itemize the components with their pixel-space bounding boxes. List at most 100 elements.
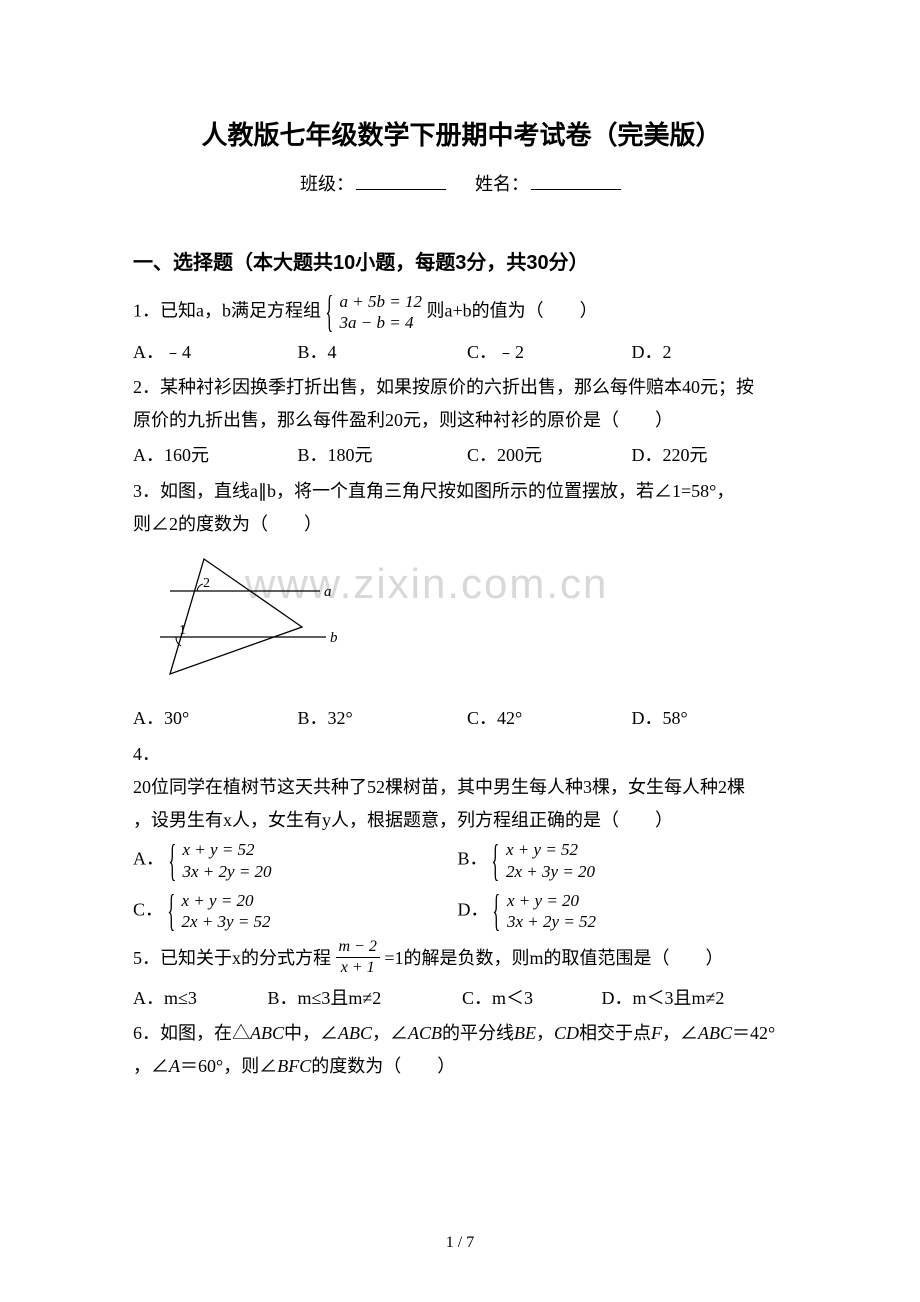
q6-t4: 的平分线 — [442, 1023, 514, 1043]
section-1-title: 一、选择题（本大题共10小题，每题3分，共30分） — [133, 246, 790, 275]
q5-opt-d: D．m＜3且m≠2 — [602, 982, 772, 1015]
question-6: 6．如图，在△ABC中，∠ABC，∠ACB的平分线BE，CD相交于点F，∠ABC… — [133, 1017, 790, 1084]
q4-options-row2: C． x + y = 20 2x + 3y = 52 D． x + y = 20… — [133, 890, 790, 933]
q2-opt-a: A．160元 — [133, 439, 293, 472]
q4-a-eq2: 3x + 2y = 20 — [183, 861, 272, 882]
q2-line1: 2．某种衬衫因换季打折出售，如果按原价的六折出售，那么每件赔本40元；按 — [133, 377, 754, 397]
page-footer: 1 / 7 — [0, 1234, 920, 1252]
q4-optD-label: D． — [458, 899, 489, 919]
question-2: 2．某种衬衫因换季打折出售，如果按原价的六折出售，那么每件赔本40元；按 原价的… — [133, 371, 790, 438]
q3-opt-d: D．58° — [632, 702, 772, 735]
q6-l2-1: ，∠ — [133, 1056, 169, 1076]
label-a: a — [324, 584, 332, 600]
q5-options: A．m≤3 B．m≤3且m≠2 C．m＜3 D．m＜3且m≠2 — [133, 982, 790, 1015]
q6-bfc: BFC — [277, 1056, 311, 1076]
q4-optD-sys: x + y = 20 3x + 2y = 52 — [493, 890, 596, 933]
q2-options: A．160元 B．180元 C．200元 D．220元 — [133, 439, 790, 472]
q4-optB-label: B． — [458, 849, 488, 869]
q4-optB-sys: x + y = 52 2x + 3y = 20 — [492, 839, 595, 882]
q1-options: A．﹣4 B．4 C．﹣2 D．2 — [133, 336, 790, 369]
q3-line2: 则∠2的度数为（ ） — [133, 514, 322, 534]
q3-options: A．30° B．32° C．42° D．58° — [133, 702, 790, 735]
name-label: 姓名： — [475, 174, 529, 194]
q4-optC-label: C． — [133, 899, 163, 919]
question-1: 1．已知a，b满足方程组 a + 5b = 12 3a − b = 4 则a+b… — [133, 291, 790, 334]
triangle-ruler — [170, 559, 302, 674]
q6-t5: ， — [536, 1023, 554, 1043]
q3-svg: a b 1 2 — [148, 549, 343, 694]
q1-eq2: 3a − b = 4 — [340, 312, 422, 333]
q6-f: F — [651, 1023, 662, 1043]
q1-system: a + 5b = 12 3a − b = 4 — [326, 291, 422, 334]
q6-t8: ＝42° — [732, 1023, 775, 1043]
q2-opt-d: D．220元 — [632, 439, 772, 472]
q4-opt-b: B． x + y = 52 2x + 3y = 20 — [458, 839, 778, 882]
q4-opt-d: D． x + y = 20 3x + 2y = 52 — [458, 890, 778, 933]
q6-t7: ，∠ — [662, 1023, 698, 1043]
q4-opt-a: A． x + y = 52 3x + 2y = 20 — [133, 839, 453, 882]
q4-optC-sys: x + y = 20 2x + 3y = 52 — [168, 890, 271, 933]
q2-opt-c: C．200元 — [467, 439, 627, 472]
q4-b-eq1: x + y = 52 — [506, 839, 595, 860]
q3-diagram: a b 1 2 — [148, 549, 343, 694]
q5-fraction: m − 2 x + 1 — [336, 937, 380, 976]
q3-opt-b: B．32° — [298, 702, 463, 735]
q6-abc3: ABC — [698, 1023, 732, 1043]
q4-c-eq1: x + y = 20 — [182, 890, 271, 911]
question-3: 3．如图，直线a∥b，将一个直角三角尺按如图所示的位置摆放，若∠1=58°， 则… — [133, 475, 790, 542]
student-info-row: 班级： 姓名： — [133, 170, 790, 196]
q3-line1: 3．如图，直线a∥b，将一个直角三角尺按如图所示的位置摆放，若∠1=58°， — [133, 481, 734, 501]
q4-line1: 20位同学在植树节这天共种了52棵树苗，其中男生每人种3棵，女生每人种2棵 — [133, 777, 745, 797]
angle-2: 2 — [203, 576, 210, 591]
q4-d-eq1: x + y = 20 — [507, 890, 596, 911]
q6-t1: 6．如图，在△ — [133, 1023, 250, 1043]
q4-b-eq2: 2x + 3y = 20 — [506, 861, 595, 882]
q6-a: A — [169, 1056, 180, 1076]
q6-t6: 相交于点 — [579, 1023, 651, 1043]
q1-eq1: a + 5b = 12 — [340, 291, 422, 312]
q6-cd: CD — [554, 1023, 579, 1043]
q6-l2-3: 的度数为（ ） — [311, 1056, 455, 1076]
q4-a-eq1: x + y = 52 — [183, 839, 272, 860]
q5-frac-num: m − 2 — [336, 937, 380, 957]
q3-opt-c: C．42° — [467, 702, 627, 735]
question-4: 4． 20位同学在植树节这天共种了52棵树苗，其中男生每人种3棵，女生每人种2棵… — [133, 738, 790, 838]
q5-suffix: =1的解是负数，则m的取值范围是（ ） — [384, 948, 723, 968]
q4-options-row1: A． x + y = 52 3x + 2y = 20 B． x + y = 52… — [133, 839, 790, 882]
q4-c-eq2: 2x + 3y = 52 — [182, 911, 271, 932]
q1-opt-d: D．2 — [632, 336, 772, 369]
q1-prefix: 1．已知a，b满足方程组 — [133, 300, 326, 320]
q6-abc1: ABC — [250, 1023, 284, 1043]
q1-opt-b: B．4 — [298, 336, 463, 369]
q6-abc2: ABC — [338, 1023, 372, 1043]
q5-opt-c: C．m＜3 — [462, 982, 597, 1015]
q1-opt-a: A．﹣4 — [133, 336, 293, 369]
q5-prefix: 5．已知关于x的分式方程 — [133, 948, 331, 968]
class-label: 班级： — [300, 174, 354, 194]
q4-optA-label: A． — [133, 849, 164, 869]
q6-be: BE — [514, 1023, 536, 1043]
q6-acb: ACB — [408, 1023, 442, 1043]
q2-line2: 原价的九折出售，那么每件盈利20元，则这种衬衫的原价是（ ） — [133, 410, 673, 430]
q4-d-eq2: 3x + 2y = 52 — [507, 911, 596, 932]
q4-opt-c: C． x + y = 20 2x + 3y = 52 — [133, 890, 453, 933]
q1-opt-c: C．﹣2 — [467, 336, 627, 369]
q5-opt-b: B．m≤3且m≠2 — [268, 982, 458, 1015]
label-b: b — [330, 630, 338, 646]
q2-opt-b: B．180元 — [298, 439, 463, 472]
page-title: 人教版七年级数学下册期中考试卷（完美版） — [133, 115, 790, 152]
q5-opt-a: A．m≤3 — [133, 982, 263, 1015]
q1-suffix: 则a+b的值为（ ） — [426, 300, 597, 320]
question-5: 5．已知关于x的分式方程 m − 2 x + 1 =1的解是负数，则m的取值范围… — [133, 940, 790, 979]
q5-frac-den: x + 1 — [336, 958, 380, 977]
q4-num: 4． — [133, 744, 160, 764]
class-blank — [356, 170, 446, 190]
q6-t3: ，∠ — [372, 1023, 408, 1043]
q3-opt-a: A．30° — [133, 702, 293, 735]
q4-line2: ，设男生有x人，女生有y人，根据题意，列方程组正确的是（ ） — [133, 810, 673, 830]
q6-l2-2: ＝60°，则∠ — [180, 1056, 277, 1076]
name-blank — [531, 170, 621, 190]
angle-1: 1 — [179, 623, 186, 638]
q4-optA-sys: x + y = 52 3x + 2y = 20 — [169, 839, 272, 882]
q6-t2: 中，∠ — [284, 1023, 338, 1043]
